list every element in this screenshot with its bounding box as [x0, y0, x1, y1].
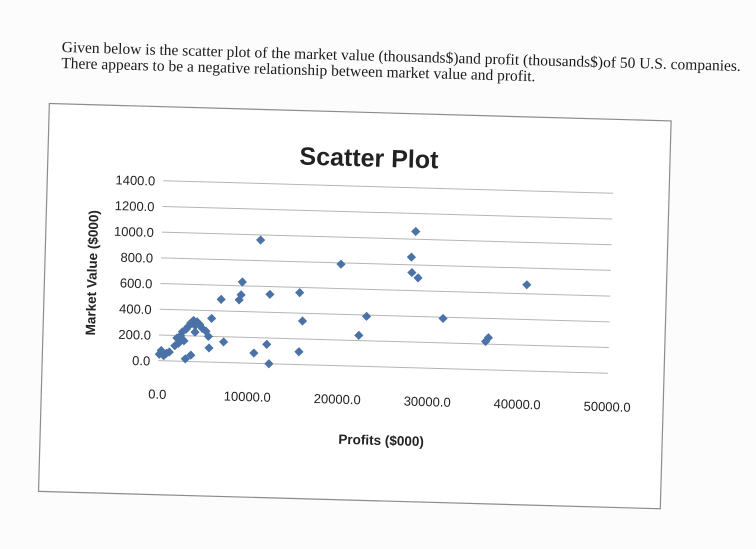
gridline: [160, 283, 611, 297]
scatter-point: [361, 311, 372, 321]
x-tick-label: 0.0: [148, 386, 166, 401]
x-tick-label: 50000.0: [583, 399, 630, 415]
x-tick-label: 40000.0: [493, 396, 540, 412]
grid-lines: [158, 180, 614, 374]
scatter-point: [264, 359, 274, 369]
scatter-point: [413, 273, 423, 283]
scatter-point: [265, 289, 275, 299]
scatter-point: [218, 337, 229, 347]
scatter-point: [249, 348, 259, 358]
y-tick-label: 0.0: [132, 353, 150, 368]
scatter-point: [179, 336, 189, 346]
scatter-point: [190, 327, 200, 337]
chart-title: Scatter Plot: [299, 143, 439, 175]
y-tick-label: 800.0: [120, 250, 153, 266]
x-tick-label: 20000.0: [314, 391, 361, 407]
x-tick-label: 30000.0: [403, 394, 450, 410]
y-tick-label: 400.0: [119, 301, 152, 317]
x-tick-label: 10000.0: [224, 389, 271, 405]
gridline: [158, 360, 609, 374]
scatter-point: [336, 259, 346, 269]
scatter-point: [406, 252, 417, 262]
scatter-point: [483, 333, 493, 343]
scatter-point: [522, 280, 532, 290]
x-axis-ticks: 0.0 10000.0 20000.0 30000.0 40000.0 50000.0: [148, 386, 631, 414]
scatter-point: [438, 313, 448, 324]
gridline: [159, 308, 610, 323]
scatter-point: [354, 330, 364, 341]
y-axis-label: Market Value ($000): [83, 210, 101, 336]
scatter-point: [407, 267, 417, 278]
gridline: [162, 205, 613, 220]
gridline: [161, 257, 611, 271]
scatter-point: [164, 347, 174, 357]
scatter-point: [203, 331, 214, 341]
scatter-point: [186, 350, 196, 360]
gridline: [163, 180, 614, 194]
scatter-point: [216, 294, 226, 305]
y-tick-label: 1000.0: [114, 224, 154, 240]
scatter-point: [237, 277, 247, 287]
chart-border: [37, 102, 672, 510]
y-tick-label: 600.0: [120, 275, 153, 291]
data-points: [154, 226, 532, 369]
scatter-point: [262, 339, 272, 350]
y-axis-ticks: 0.0 200.0 400.0 600.0 800.0 1000.0 1200.0 1400.…: [114, 172, 156, 368]
scatter-point: [180, 354, 190, 364]
y-tick-label: 1200.0: [115, 198, 155, 214]
gridline: [158, 334, 609, 349]
scatter-point: [256, 235, 266, 245]
scatter-point: [294, 347, 304, 357]
y-tick-label: 1400.0: [115, 172, 155, 188]
scatter-point: [297, 316, 308, 326]
scatter-point: [411, 226, 421, 237]
y-tick-label: 200.0: [118, 327, 151, 343]
scatter-point: [295, 287, 305, 298]
scatter-point: [204, 343, 214, 353]
gridline: [161, 231, 612, 246]
scatter-point: [236, 290, 246, 300]
x-axis-label: Profits ($000): [338, 432, 424, 449]
scatter-point: [207, 313, 217, 324]
